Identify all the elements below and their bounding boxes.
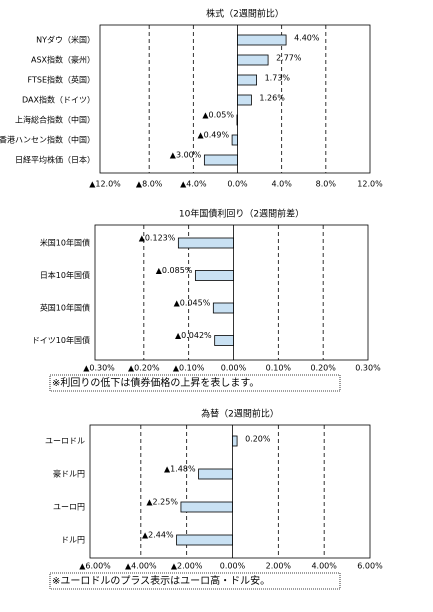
plot-frame	[89, 424, 371, 559]
value-label: ▲3.00%	[170, 151, 202, 160]
value-label: ▲0.49%	[198, 131, 230, 140]
value-label: 1.73%	[265, 74, 291, 83]
plot-frame	[99, 24, 371, 174]
bar	[236, 114, 238, 126]
x-tick-label: ▲0.10%	[173, 364, 205, 373]
bar	[237, 34, 287, 46]
bar	[194, 270, 234, 281]
x-tick-label: 0.10%	[266, 364, 292, 373]
x-tick-label: ▲6.00%	[79, 562, 111, 571]
x-tick-label: ▲0.30%	[83, 364, 115, 373]
x-tick-label: 0.30%	[355, 364, 381, 373]
category-label: 英国10年国債	[40, 303, 90, 313]
value-label: 0.20%	[245, 435, 271, 444]
value-label: 1.26%	[259, 94, 285, 103]
bar	[237, 94, 252, 106]
category-label: FTSE指数（英国）	[28, 75, 95, 85]
bar	[237, 74, 258, 86]
value-label: ▲2.44%	[142, 531, 174, 540]
bar	[214, 335, 234, 346]
value-label: ▲0.085%	[156, 266, 193, 275]
category-label: ユーロドル	[45, 437, 85, 446]
value-label: ▲0.123%	[139, 234, 176, 243]
value-label: ▲0.05%	[202, 111, 234, 120]
x-tick-label: 4.00%	[311, 562, 337, 571]
bar	[237, 54, 269, 66]
x-tick-label: ▲2.00%	[171, 562, 203, 571]
bar	[212, 302, 234, 314]
chart-title: 10年国債利回り（2週間前差）	[179, 208, 304, 220]
x-tick-label: ▲0.20%	[128, 364, 160, 373]
category-label: 香港ハンセン指数（中国）	[0, 135, 95, 145]
category-label: 日本10年国債	[40, 270, 90, 280]
x-tick-label: 0.0%	[227, 180, 248, 189]
category-label: NYダウ（米国）	[36, 35, 95, 45]
x-tick-label: 4.0%	[272, 180, 293, 189]
category-label: ドイツ10年国債	[32, 335, 90, 345]
x-tick-label: 0.20%	[310, 364, 336, 373]
x-tick-label: ▲8.0%	[136, 180, 163, 189]
bar	[177, 237, 234, 249]
bar	[180, 501, 233, 513]
chart-title: 株式（2週間前比）	[206, 8, 284, 20]
bar	[198, 468, 233, 480]
bar	[176, 534, 233, 546]
x-tick-label: 8.0%	[316, 180, 337, 189]
value-label: ▲2.25%	[146, 498, 178, 507]
x-tick-label: 6.00%	[357, 562, 383, 571]
x-tick-label: 0.00%	[221, 364, 247, 373]
value-label: 2.77%	[276, 54, 302, 63]
plot-frame	[94, 224, 369, 361]
category-label: 日経平均株価（日本）	[15, 155, 95, 165]
x-tick-label: ▲4.00%	[125, 562, 157, 571]
category-label: ドル円	[61, 536, 85, 545]
bar	[203, 154, 238, 166]
value-label: 4.40%	[294, 34, 320, 43]
note: ※ユーロドルのプラス表示はユーロ高・ドル安。	[52, 574, 270, 587]
category-label: ユーロ円	[53, 503, 85, 512]
note-box	[49, 572, 341, 590]
x-tick-label: 12.0%	[357, 180, 383, 189]
category-label: DAX指数（ドイツ）	[22, 95, 95, 105]
bar	[232, 435, 238, 447]
chart-title: 為替（2週間前比）	[201, 408, 279, 420]
category-label: 米国10年国債	[40, 238, 90, 248]
x-tick-label: 2.00%	[266, 562, 292, 571]
x-tick-label: ▲4.0%	[180, 180, 207, 189]
note: ※利回りの低下は債券価格の上昇を表します。	[52, 376, 259, 389]
note-box	[49, 374, 341, 392]
bar	[231, 134, 238, 146]
x-tick-label: 0.00%	[220, 562, 246, 571]
category-label: 上海総合指数（中国）	[15, 115, 95, 125]
value-label: ▲1.48%	[164, 465, 196, 474]
value-label: ▲0.042%	[175, 331, 212, 340]
x-tick-label: ▲12.0%	[89, 180, 121, 189]
category-label: 豪ドル円	[53, 469, 85, 479]
value-label: ▲0.045%	[174, 299, 211, 308]
category-label: ASX指数（豪州）	[31, 55, 95, 65]
